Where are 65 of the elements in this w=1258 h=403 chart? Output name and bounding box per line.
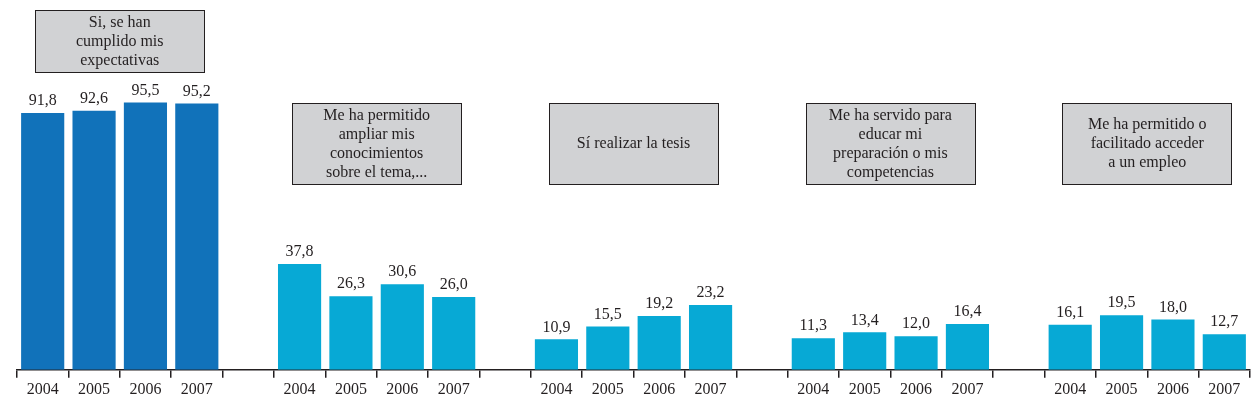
x-tick-label: 2005: [591, 379, 624, 397]
bar: [1099, 315, 1144, 370]
data-label: 16,4: [953, 302, 982, 320]
data-label: 30,6: [388, 262, 417, 280]
bar: [586, 326, 630, 370]
bar: [380, 284, 424, 370]
bar: [843, 332, 887, 370]
annotation: Me ha servido para educar mi preparación o mis competencias: [828, 105, 952, 181]
bar: [791, 338, 835, 370]
x-tick-label: 2005: [1105, 379, 1138, 397]
x-tick-label: 2004: [26, 379, 59, 397]
bar: [1151, 319, 1195, 370]
bar: [72, 110, 116, 370]
x-tick-label: 2004: [797, 379, 830, 397]
bar: [688, 304, 733, 370]
bar: [894, 336, 938, 370]
bar: [21, 112, 65, 370]
bar: [432, 297, 476, 370]
bar: [1048, 324, 1092, 370]
data-label: 19,5: [1107, 293, 1136, 311]
data-label: 12,7: [1210, 312, 1239, 330]
annotation: Me ha permitido o facilitado acceder a un empleo: [1087, 115, 1207, 172]
data-label: 12,0: [902, 314, 931, 332]
data-label: 37,8: [285, 242, 314, 260]
text: Si, se han cumplido mis expectativas: [75, 12, 164, 69]
x-tick-label: 2006: [1156, 379, 1189, 397]
x-tick-label: 2007: [694, 379, 727, 397]
bar: [123, 102, 168, 370]
data-label: 91,8: [28, 91, 57, 109]
x-tick-label: 2007: [180, 379, 213, 397]
data-label: 18,0: [1158, 297, 1187, 315]
x-tick-label: 2004: [1054, 379, 1087, 397]
x-tick-label: 2007: [1208, 379, 1241, 397]
x-tick-label: 2004: [283, 379, 316, 397]
bar: [1202, 334, 1246, 370]
data-label: 16,1: [1056, 302, 1085, 320]
x-tick-label: 2007: [437, 379, 470, 397]
data-label: 10,9: [542, 317, 571, 335]
data-label: 26,3: [336, 274, 365, 292]
annotation: Sí realizar la tesis: [576, 134, 691, 152]
annotation: Me ha permitido ampliar mis conocimientos sobre el tema,...: [323, 105, 430, 180]
data-label: 26,0: [439, 275, 468, 293]
x-tick-label: 2005: [78, 379, 111, 397]
bar: [945, 323, 990, 370]
x-tick-label: 2006: [900, 379, 933, 397]
x-tick-label: 2007: [951, 379, 984, 397]
bar: [175, 103, 219, 370]
bar: [637, 316, 681, 370]
data-label: 92,6: [80, 88, 109, 106]
x-tick-label: 2005: [334, 379, 367, 397]
data-label: 11,3: [799, 316, 828, 334]
data-label: 15,5: [593, 304, 622, 322]
x-tick-label: 2006: [643, 379, 676, 397]
x-tick-label: 2006: [386, 379, 419, 397]
bar: [277, 264, 322, 370]
data-label: 23,2: [696, 283, 725, 301]
data-label: 19,2: [645, 294, 674, 312]
x-tick-label: 2005: [848, 379, 881, 397]
bar: [534, 339, 579, 370]
x-tick-label: 2004: [540, 379, 573, 397]
bar: [329, 296, 373, 370]
data-label: 95,2: [182, 81, 211, 99]
x-tick-label: 2006: [129, 379, 162, 397]
data-label: 95,5: [131, 80, 160, 98]
data-label: 13,4: [850, 310, 879, 328]
